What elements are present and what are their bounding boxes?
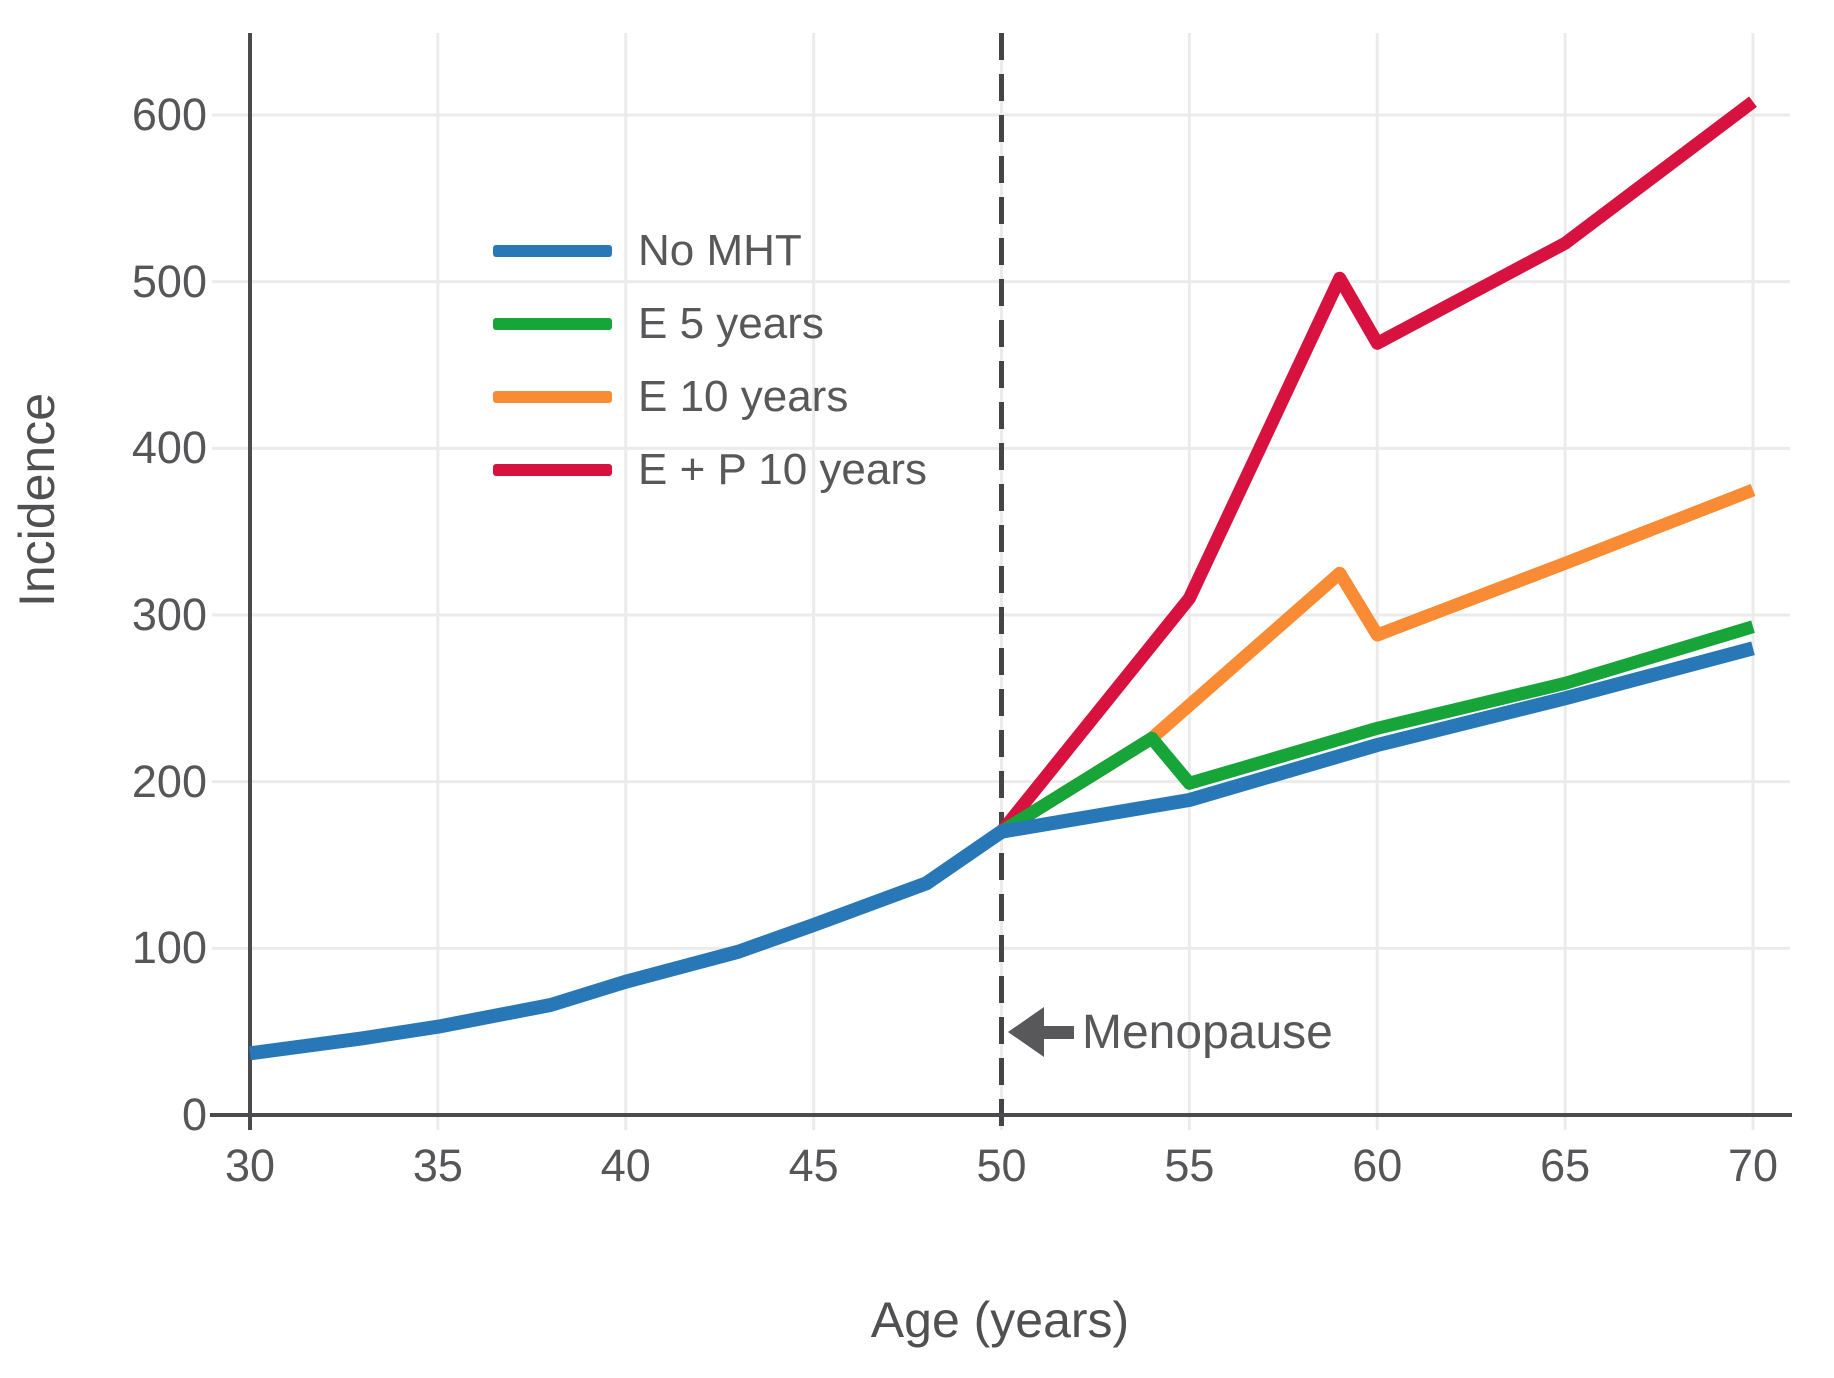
- left-arrow-icon: [1008, 1007, 1074, 1057]
- legend-swatch: [493, 390, 612, 403]
- x-tick-label: 55: [1164, 1140, 1215, 1191]
- legend-label: No MHT: [638, 225, 802, 275]
- y-axis-title: Incidence: [9, 392, 65, 608]
- x-tick-label: 35: [412, 1140, 463, 1191]
- series-line-e-5-years: [998, 620, 1755, 838]
- menopause-annotation: Menopause: [1008, 1004, 1333, 1060]
- x-tick-label: 65: [1540, 1140, 1591, 1191]
- y-tick-label: 400: [131, 422, 207, 474]
- legend-swatch: [493, 463, 612, 476]
- x-tick-label: 45: [788, 1140, 839, 1191]
- legend: No MHT E 5 years E 10 years E + P 10 years: [493, 214, 927, 506]
- y-tick-label: 200: [131, 755, 207, 807]
- legend-item: E 5 years: [493, 287, 927, 360]
- legend-label: E + P 10 years: [638, 444, 928, 494]
- legend-swatch: [493, 244, 612, 257]
- data-series-lines: [249, 96, 1757, 1061]
- y-tick-label: 500: [131, 255, 207, 307]
- x-tick-label: 30: [224, 1140, 276, 1191]
- x-tick-label: 60: [1352, 1140, 1403, 1191]
- y-tick-label: 100: [131, 922, 207, 974]
- legend-item: E 10 years: [493, 360, 927, 433]
- annotation-label: Menopause: [1082, 1005, 1333, 1059]
- series-line-e-p-10-years: [996, 96, 1757, 836]
- legend-label: E 5 years: [638, 298, 824, 348]
- x-tick-label: 70: [1727, 1140, 1779, 1191]
- legend-item: No MHT: [493, 214, 927, 287]
- legend-label: E 10 years: [638, 371, 849, 421]
- legend-swatch: [493, 317, 612, 330]
- x-tick-label: 50: [976, 1140, 1027, 1191]
- axis-spines: [210, 33, 1792, 1130]
- x-tick-label: 40: [600, 1140, 651, 1191]
- y-tick-label: 300: [131, 589, 207, 640]
- legend-item: E + P 10 years: [493, 433, 927, 506]
- x-axis-title: Age (years): [870, 1292, 1130, 1348]
- series-line-no-mht: [249, 641, 1755, 1061]
- y-tick-label: 0: [181, 1089, 207, 1140]
- y-tick-label: 600: [131, 89, 207, 140]
